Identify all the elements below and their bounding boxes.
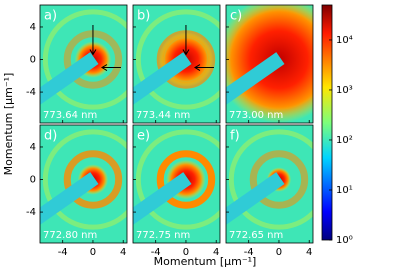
colorbar-tick-label: 10¹ bbox=[336, 185, 353, 196]
frame bbox=[132, 124, 221, 244]
frame bbox=[225, 124, 314, 244]
mid-ring bbox=[156, 150, 216, 209]
y-tick-label: -4 bbox=[26, 207, 36, 218]
wavelength-label: 773.00 nm bbox=[229, 110, 283, 121]
panel-label: d) bbox=[44, 129, 57, 144]
panel bbox=[133, 125, 220, 243]
panel bbox=[133, 5, 220, 123]
frame bbox=[132, 4, 221, 124]
x-tick-label: 0 bbox=[183, 247, 189, 258]
y-tick-label: 4 bbox=[30, 22, 36, 33]
wavelength-label: 773.64 nm bbox=[43, 110, 97, 121]
y-axis-label: Momentum [μm⁻¹] bbox=[2, 73, 15, 176]
panel-label: f) bbox=[230, 129, 240, 144]
x-axis-label: Momentum [μm⁻¹] bbox=[154, 255, 257, 268]
arrow bbox=[182, 25, 190, 56]
x-tick-label: -4 bbox=[244, 247, 254, 258]
colorbar-tick-label: 10⁰ bbox=[336, 235, 353, 246]
panel bbox=[40, 5, 127, 123]
frame bbox=[39, 124, 128, 244]
arrow bbox=[193, 64, 214, 71]
panel-label: a) bbox=[44, 9, 57, 24]
x-tick-label: -4 bbox=[151, 247, 161, 258]
panel-label: e) bbox=[137, 129, 150, 144]
mid-ring bbox=[249, 150, 309, 209]
outer-ring bbox=[135, 9, 220, 110]
panel bbox=[226, 125, 313, 243]
outer-ring bbox=[135, 129, 220, 230]
x-tick-label: 4 bbox=[306, 247, 312, 258]
outer-ring bbox=[42, 9, 127, 110]
y-tick-label: 4 bbox=[30, 142, 36, 153]
beam-block bbox=[226, 172, 285, 237]
wavelength-label: 772.65 nm bbox=[229, 230, 283, 241]
mid-ring bbox=[63, 150, 123, 209]
beam-block bbox=[226, 52, 285, 117]
arrow bbox=[89, 25, 97, 56]
panel bbox=[40, 125, 127, 243]
beam-block bbox=[133, 172, 192, 237]
frame bbox=[39, 4, 128, 124]
frame bbox=[225, 4, 314, 124]
beam-block bbox=[40, 172, 99, 237]
colorbar-tick-label: 10² bbox=[336, 135, 353, 146]
outer-ring bbox=[228, 129, 313, 230]
colorbar-tick-label: 10⁴ bbox=[336, 35, 353, 46]
y-tick-label: 0 bbox=[30, 175, 36, 186]
wavelength-label: 772.80 nm bbox=[43, 230, 97, 241]
x-tick-label: 4 bbox=[120, 247, 126, 258]
beam-block bbox=[133, 52, 192, 117]
x-tick-label: 4 bbox=[213, 247, 219, 258]
colorbar-tick-label: 10³ bbox=[336, 85, 353, 96]
beam-block bbox=[40, 52, 99, 117]
y-tick-label: 0 bbox=[30, 55, 36, 66]
wavelength-label: 772.75 nm bbox=[136, 230, 190, 241]
x-tick-label: 0 bbox=[90, 247, 96, 258]
x-tick-label: -4 bbox=[58, 247, 68, 258]
wavelength-label: 773.44 nm bbox=[136, 110, 190, 121]
panel bbox=[226, 5, 313, 123]
x-tick-label: 0 bbox=[276, 247, 282, 258]
outer-ring bbox=[42, 129, 127, 230]
panel-label: c) bbox=[230, 9, 242, 24]
colorbar bbox=[321, 4, 333, 241]
arrow bbox=[100, 64, 121, 71]
panel-label: b) bbox=[137, 9, 150, 24]
y-tick-label: -4 bbox=[26, 87, 36, 98]
